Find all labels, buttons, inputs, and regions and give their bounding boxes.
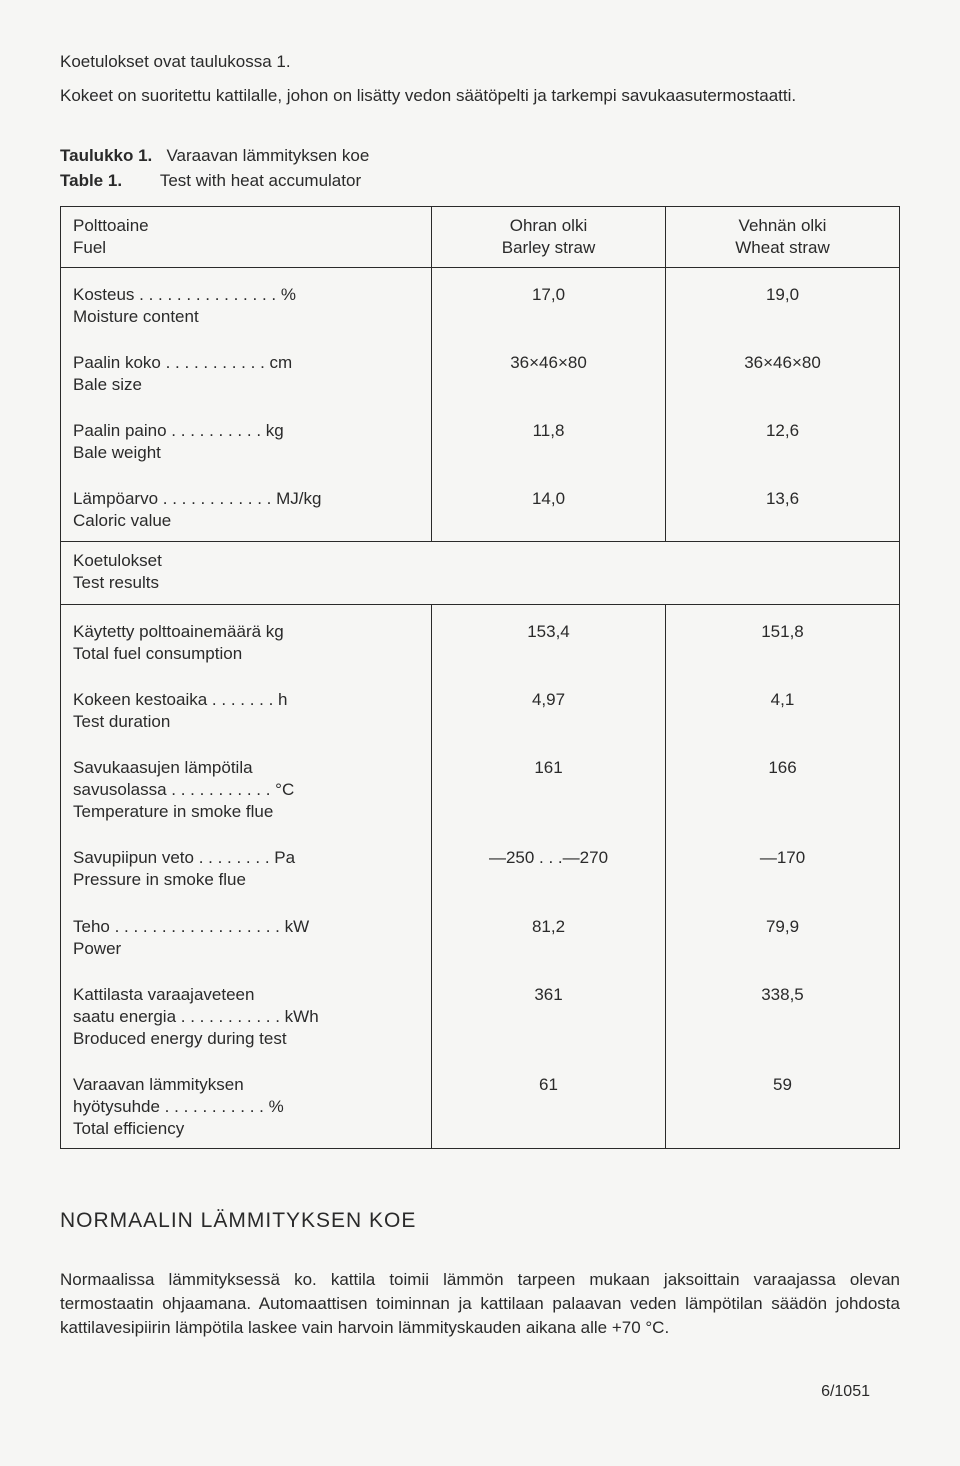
hdr-col1-en: Barley straw <box>502 238 596 257</box>
row-value-1: 161 <box>431 749 665 831</box>
table-row: Savukaasujen lämpötila savusolassa . . . … <box>60 749 900 831</box>
body-paragraph: Normaalissa lämmityksessä ko. kattila to… <box>60 1268 900 1339</box>
row-label-fi: Kattilasta varaajaveteen <box>73 985 254 1004</box>
page-number: 6/1051 <box>821 1383 870 1401</box>
table-row: Teho . . . . . . . . . . . . . . . . . .… <box>60 908 900 968</box>
row-label-en: Total efficiency <box>73 1119 184 1138</box>
data-table: Polttoaine Fuel Ohran olki Barley straw … <box>60 206 900 1150</box>
hdr-col2-fi: Vehnän olki <box>739 216 827 235</box>
table-row: Varaavan lämmityksen hyötysuhde . . . . .… <box>60 1066 900 1149</box>
table-row: Paalin koko . . . . . . . . . . . cm Bale… <box>60 344 900 404</box>
intro-block: Koetulokset ovat taulukossa 1. Kokeet on… <box>60 50 900 108</box>
row-label-fi: Kosteus . . . . . . . . . . . . . . . % <box>73 285 296 304</box>
row-label-en: Bale weight <box>73 443 161 462</box>
row-label-fi: saatu energia . . . . . . . . . . . kWh <box>73 1007 319 1026</box>
row-value-2: —170 <box>665 839 900 899</box>
row-value-1: 153,4 <box>431 613 665 673</box>
row-value-2: 13,6 <box>665 480 900 540</box>
table-row: Paalin paino . . . . . . . . . . kg Bale … <box>60 412 900 472</box>
row-value-1: 81,2 <box>431 908 665 968</box>
section-heading-normal: NORMAALIN LÄMMITYKSEN KOE <box>60 1209 900 1233</box>
table-row: Käytetty polttoainemäärä kg Total fuel co… <box>60 613 900 673</box>
table-row: Kattilasta varaajaveteen saatu energia . … <box>60 976 900 1058</box>
row-label-fi: savusolassa . . . . . . . . . . . °C <box>73 780 294 799</box>
hdr-label-en: Fuel <box>73 238 106 257</box>
row-value-2: 19,0 <box>665 276 900 336</box>
row-label-en: Temperature in smoke flue <box>73 802 273 821</box>
row-value-2: 36×46×80 <box>665 344 900 404</box>
row-value-1: —250 . . .—270 <box>431 839 665 899</box>
row-value-1: 61 <box>431 1066 665 1148</box>
intro-p2: Kokeet on suoritettu kattilalle, johon o… <box>60 84 900 108</box>
row-label-fi: Teho . . . . . . . . . . . . . . . . . .… <box>73 917 309 936</box>
caption-1-rest: Varaavan lämmityksen koe <box>166 146 369 165</box>
row-label-en: Pressure in smoke flue <box>73 870 246 889</box>
row-value-2: 338,5 <box>665 976 900 1058</box>
row-value-2: 12,6 <box>665 412 900 472</box>
row-value-2: 4,1 <box>665 681 900 741</box>
caption-2-rest: Test with heat accumulator <box>160 171 361 190</box>
row-value-2: 59 <box>665 1066 900 1148</box>
row-label-fi: Savukaasujen lämpötila <box>73 758 253 777</box>
row-label-en: Caloric value <box>73 511 171 530</box>
table-row: Savupiipun veto . . . . . . . . Pa Pressu… <box>60 839 900 899</box>
row-label-en: Bale size <box>73 375 142 394</box>
table-row: Lämpöarvo . . . . . . . . . . . . MJ/kg C… <box>60 480 900 541</box>
row-label-fi: Paalin koko . . . . . . . . . . . cm <box>73 353 292 372</box>
row-label-fi: Lämpöarvo . . . . . . . . . . . . MJ/kg <box>73 489 321 508</box>
row-value-1: 14,0 <box>431 480 665 540</box>
row-label-en: Moisture content <box>73 307 199 326</box>
row-value-1: 36×46×80 <box>431 344 665 404</box>
table-header-row: Polttoaine Fuel Ohran olki Barley straw … <box>60 206 900 268</box>
hdr-label-fi: Polttoaine <box>73 216 149 235</box>
row-value-2: 79,9 <box>665 908 900 968</box>
row-label-en: Total fuel consumption <box>73 644 242 663</box>
row-value-1: 361 <box>431 976 665 1058</box>
row-value-1: 11,8 <box>431 412 665 472</box>
hdr-col2-en: Wheat straw <box>735 238 829 257</box>
row-value-2: 151,8 <box>665 613 900 673</box>
row-label-en: Power <box>73 939 121 958</box>
mid-en: Test results <box>73 573 159 592</box>
row-label-fi: Varaavan lämmityksen <box>73 1075 244 1094</box>
table-row: Kokeen kestoaika . . . . . . . h Test dur… <box>60 681 900 741</box>
caption-2-bold: Table 1. <box>60 171 122 190</box>
test-results-heading: Koetulokset Test results <box>60 542 900 605</box>
row-value-1: 17,0 <box>431 276 665 336</box>
row-label-fi: Paalin paino . . . . . . . . . . kg <box>73 421 284 440</box>
row-label-fi: hyötysuhde . . . . . . . . . . . % <box>73 1097 284 1116</box>
row-label-en: Test duration <box>73 712 170 731</box>
row-value-2: 166 <box>665 749 900 831</box>
caption-1-bold: Taulukko 1. <box>60 146 152 165</box>
intro-p1: Koetulokset ovat taulukossa 1. <box>60 50 900 74</box>
row-label-en: Broduced energy during test <box>73 1029 287 1048</box>
table-caption: Taulukko 1. Varaavan lämmityksen koe Tab… <box>60 143 900 194</box>
row-value-1: 4,97 <box>431 681 665 741</box>
mid-fi: Koetulokset <box>73 551 162 570</box>
hdr-col1-fi: Ohran olki <box>510 216 587 235</box>
table-row: Kosteus . . . . . . . . . . . . . . . % M… <box>60 276 900 336</box>
row-label-fi: Kokeen kestoaika . . . . . . . h <box>73 690 288 709</box>
row-label-fi: Savupiipun veto . . . . . . . . Pa <box>73 848 295 867</box>
row-label-fi: Käytetty polttoainemäärä kg <box>73 622 284 641</box>
